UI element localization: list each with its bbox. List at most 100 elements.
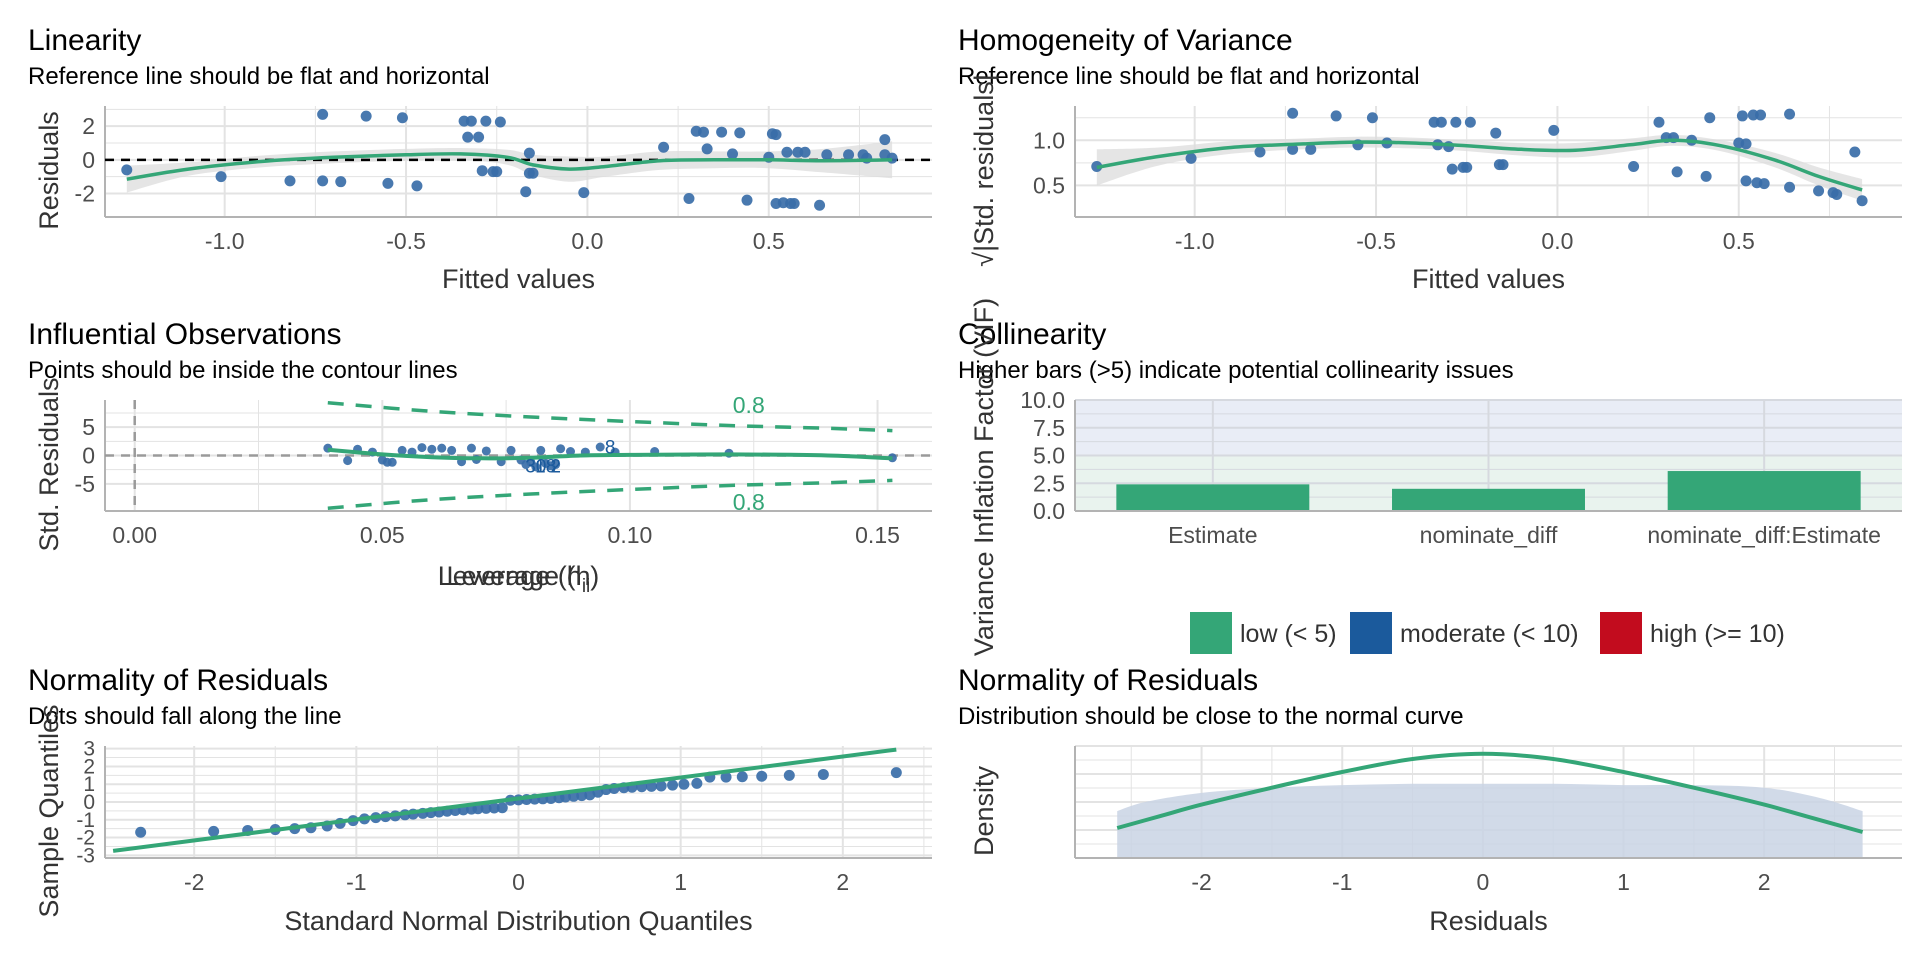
x-axis-label-end: ) [590,561,599,591]
data-point [1700,170,1712,182]
y-tick-label: 0.5 [1033,172,1065,198]
data-point [879,134,891,146]
y-tick-label: -2 [75,180,95,206]
data-point [799,146,811,158]
data-point [727,148,739,160]
data-point [756,770,768,782]
x-axis-label: Leverage (h [446,561,590,591]
data-point [1254,146,1266,158]
loess-curve [126,152,893,181]
y-tick-label: -2 [76,827,95,850]
data-point [447,445,457,455]
data-point [427,444,437,454]
data-point [480,115,492,127]
x-tick-label: -0.5 [386,228,426,254]
x-tick-label: -1 [346,869,366,895]
data-point [343,456,353,466]
y-axis-label: Variance Inflation Factor (VIF) [969,298,999,656]
data-point [783,769,795,781]
data-point [1446,163,1458,175]
data-point [770,129,782,141]
data-point [523,147,535,159]
data-point [527,167,539,179]
data-point [578,187,590,199]
data-point [1287,107,1299,119]
panel-subtitle: Reference line should be flat and horizo… [958,63,1420,90]
data-point [465,115,477,127]
x-tick-label: -0.5 [1356,228,1396,254]
data-point [1856,195,1868,207]
panel-title: Influential Observations [28,318,342,351]
data-point [437,443,447,453]
data-point [1740,138,1752,150]
data-points [1091,107,1868,207]
y-tick-label: 0 [82,443,95,469]
panel-homogeneity: Homogeneity of Variance Reference line sh… [958,24,1902,294]
y-tick-label: 3 [83,738,95,761]
data-point [1740,175,1752,187]
x-tick-label: 2 [1758,869,1771,895]
panel-collinearity: Collinearity Higher bars (>5) indicate po… [958,298,1902,656]
panel-title: Normality of Residuals [28,664,328,697]
y-tick-label: 2 [82,113,95,139]
data-point [208,825,220,837]
data-point [667,779,679,791]
legend-swatch-moderate [1350,612,1392,654]
x-tick-label: Estimate [1168,522,1257,548]
x-axis-label-subscript: ii [582,576,590,597]
data-point [1490,127,1502,139]
data-point [476,165,488,177]
data-point [1671,166,1683,178]
data-point [1330,110,1342,122]
data-point [531,462,541,472]
y-axis-label: Residuals [34,111,64,230]
legend-swatch-low [1190,612,1232,654]
x-tick-label: 0.05 [360,522,405,548]
x-tick-label: 2 [836,869,849,895]
data-points [121,108,898,211]
data-point [1755,109,1767,121]
residual-density-area [1117,783,1863,858]
data-point [814,199,826,211]
data-point [691,777,703,789]
panel-title: Normality of Residuals [958,664,1258,697]
data-point [496,802,508,814]
data-point [1758,178,1770,190]
y-tick-label: 0 [82,147,95,173]
data-point [1461,161,1473,173]
x-tick-label: 0.0 [1541,228,1573,254]
y-tick-label: -3 [76,844,95,867]
x-tick-label: nominate_diff:Estimate [1647,522,1881,548]
x-tick-label: 0.15 [855,522,900,548]
data-point [556,444,566,454]
panel-subtitle: Points should be inside the contour line… [28,357,458,384]
data-point [1704,112,1716,124]
panel-subtitle: Dots should fall along the line [28,703,342,730]
panel-subtitle: Higher bars (>5) indicate potential coll… [958,357,1514,384]
data-point [382,177,394,189]
data-point [494,116,506,128]
data-point [1548,124,1560,136]
data-point [360,110,372,122]
data-point [843,149,855,161]
data-point [417,443,427,453]
data-point [491,166,503,178]
y-tick-label: 5 [82,414,95,440]
x-axis-label: Leverage (hii) [438,561,600,597]
vif-legend: low (< 5) moderate (< 10) high (>= 10) [1190,612,1785,654]
data-point [1784,108,1796,120]
data-point [1831,188,1843,200]
panel-normality-density: Normality of Residuals Distribution shoul… [958,664,1902,936]
data-point [387,457,397,467]
y-tick-label: 7.5 [1033,415,1065,441]
data-point [655,780,667,792]
data-point [551,460,561,470]
data-point [1736,110,1748,122]
data-point [1464,116,1476,128]
vif-bar [1116,484,1310,511]
panel-normality-qq: Normality of Residuals Dots should fall a… [28,664,932,936]
x-tick-label: nominate_diff [1420,522,1558,548]
panel-subtitle: Reference line should be flat and horizo… [28,63,490,90]
y-axis-label: Density [969,765,999,856]
